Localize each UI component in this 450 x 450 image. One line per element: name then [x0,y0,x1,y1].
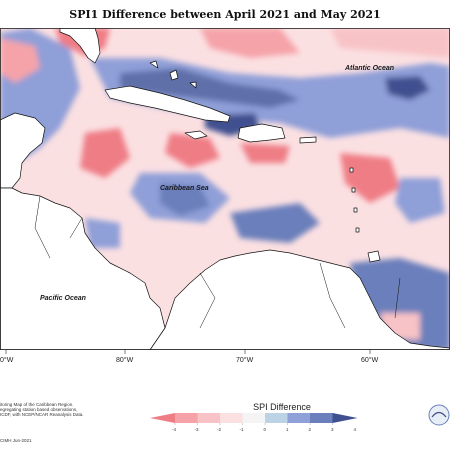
legend-label-plus1: 1 [286,427,289,432]
legend-swatch-plus2 [310,413,333,423]
florida-land [59,28,101,64]
border-1 [34,195,51,259]
legend-label-minus3: -3 [195,427,199,432]
atlantic-ocean-label: Atlantic Ocean [344,65,394,72]
border-4 [319,262,346,329]
lon-tick-70w: 70°W [236,356,254,364]
field-hispaniola-red [240,143,290,163]
legend-swatch-minus1 [220,413,243,423]
lon-tick-80w: 80°W [116,356,134,364]
legend-label-minus1: -1 [240,427,244,432]
jamaica-land [184,130,208,140]
spi-legend-colorbar: -4 -3 -2 -1 0 1 2 3 4 [150,413,358,432]
border-2 [69,217,83,239]
cuba-land [104,85,231,123]
field-gulf-red [0,38,40,83]
field-bahamas-dark [120,68,300,108]
small-antilles-2 [351,187,356,193]
bahamas-isle-2 [189,81,197,89]
legend-swatch-zero-a [242,413,265,423]
map-title: SPI1 Difference between April 2021 and M… [69,8,381,21]
small-antilles-3 [353,207,358,213]
legend-swatch-zero-b [265,413,288,423]
legend-arrow-left [150,413,175,423]
legend-swatch-minus3 [175,413,198,423]
field-jamaica-red [165,133,220,168]
bahamas-isle-3 [149,60,159,69]
field-sw-blue [85,218,120,248]
legend-label-zero: 0 [264,427,267,432]
agency-logo-icon [428,404,450,426]
hispaniola-land [237,123,286,143]
small-antilles-4 [355,227,360,233]
puerto-rico-land [299,136,317,144]
credit-line-1: itoring Map of the Caribbean Region. [0,402,74,407]
pacific-ocean-label: Pacific Ocean [40,295,86,302]
legend-swatch-plus1 [287,413,310,423]
copyright-text: CIMH Jun-2021 [0,438,32,443]
legend-label-minus2: -2 [217,427,221,432]
field-ne-red [330,28,450,58]
spi-difference-map: Atlantic Ocean Caribbean Sea Pacific Oce… [0,28,450,364]
lon-tick-60w: 60°W [361,356,379,364]
legend-arrow-right [332,413,358,423]
field-central-red [80,128,130,178]
legend-title: SPI Difference [253,402,311,412]
lon-tick-90w: 0°W [0,356,14,364]
credits-text: itoring Map of the Caribbean Region. egr… [0,402,100,418]
credit-line-2: egregating station based observations, [0,407,78,413]
south-america-land [149,249,450,350]
legend-label-plus4: 4 [354,427,357,432]
field-atlantic-dark [385,76,430,100]
field-colombia-blue [230,203,320,243]
bahamas-isle-1 [169,69,179,81]
border-3 [199,272,216,329]
small-antilles-1 [349,167,354,173]
legend-label-minus4: -4 [172,427,176,432]
trinidad-land [367,250,381,263]
field-north-red [200,28,300,58]
caribbean-sea-label: Caribbean Sea [160,185,209,192]
legend-label-plus2: 2 [309,427,312,432]
field-east-blue [395,178,445,223]
legend-swatch-minus2 [197,413,220,423]
legend-label-plus3: 3 [331,427,334,432]
field-west-dark [160,183,210,216]
credit-line-3: ICDF, with NCEP/NCAR Reanalysis Data. [0,412,84,418]
border-5 [394,277,401,319]
